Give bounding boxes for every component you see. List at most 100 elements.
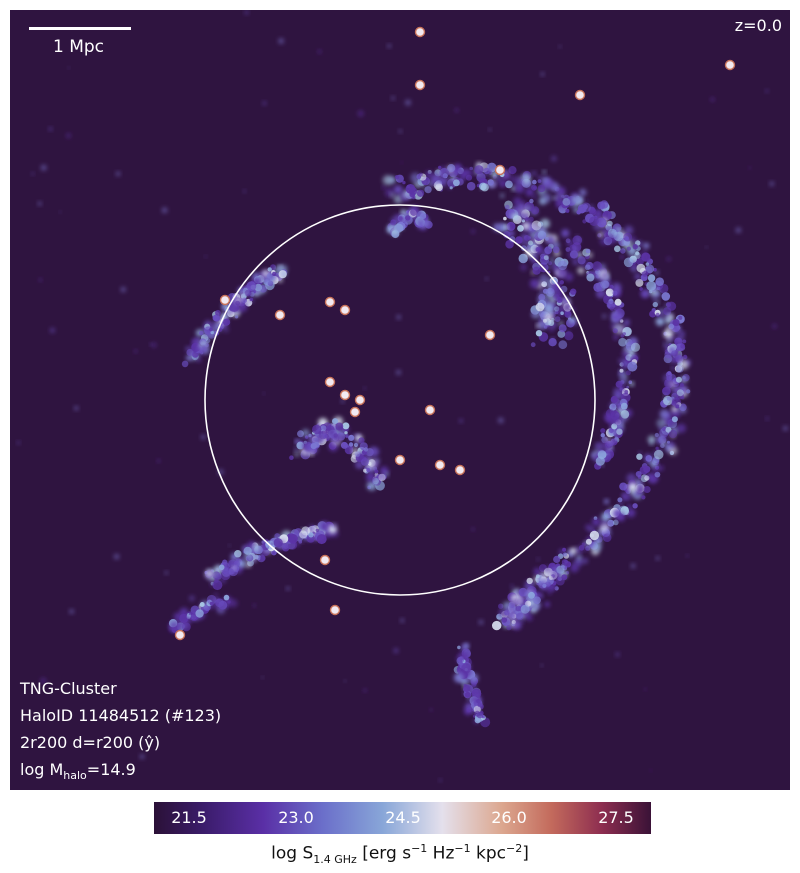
emission-blob <box>521 233 527 239</box>
emission-blob <box>227 600 231 604</box>
emission-blob <box>639 287 643 291</box>
emission-blob <box>224 562 228 566</box>
emission-blob <box>394 223 404 233</box>
emission-blob <box>647 274 656 282</box>
emission-blob <box>541 176 549 184</box>
emission-blob <box>602 210 612 221</box>
emission-blob <box>344 431 348 435</box>
emission-blob <box>315 528 319 533</box>
emission-blob <box>224 567 229 571</box>
emission-map <box>16 10 789 782</box>
emission-blob <box>501 617 508 623</box>
emission-blob <box>333 434 342 443</box>
emission-blob <box>620 248 626 254</box>
emission-blob <box>551 569 556 574</box>
emission-blob <box>67 66 70 69</box>
emission-blob <box>205 569 214 578</box>
emission-blob <box>382 175 393 186</box>
emission-blob <box>308 433 312 438</box>
emission-blob <box>526 591 534 600</box>
emission-blob <box>675 376 682 383</box>
emission-blob <box>354 440 361 447</box>
point-source <box>484 329 496 341</box>
emission-blob <box>260 546 265 552</box>
emission-blob <box>526 577 533 585</box>
emission-blob <box>40 677 47 684</box>
point-source <box>414 79 426 91</box>
emission-blob <box>615 652 620 657</box>
emission-blob <box>244 289 252 297</box>
emission-blob <box>625 370 631 376</box>
emission-blob <box>710 97 715 102</box>
emission-blob <box>508 166 517 175</box>
emission-blob <box>363 688 367 693</box>
emission-blob <box>469 673 479 683</box>
emission-blob <box>499 608 505 614</box>
emission-blob <box>471 527 475 531</box>
emission-blob <box>522 174 529 180</box>
emission-blob <box>348 442 354 447</box>
emission-blob <box>549 257 555 263</box>
emission-blob <box>668 446 678 456</box>
emission-blob <box>264 276 274 286</box>
r200-circle <box>204 204 596 596</box>
emission-blob <box>547 180 556 189</box>
emission-blob <box>654 471 661 478</box>
emission-blob <box>600 433 605 438</box>
emission-blob <box>659 409 669 419</box>
emission-blob <box>593 208 604 219</box>
emission-blob <box>611 423 618 430</box>
emission-blob <box>632 244 638 250</box>
emission-blob <box>238 303 248 312</box>
halo-mass: log Mhalo=14.9 <box>20 760 136 783</box>
emission-blob <box>345 433 349 438</box>
emission-blob <box>544 565 550 571</box>
emission-blob <box>676 423 687 433</box>
emission-blob <box>483 167 490 175</box>
emission-blob <box>544 601 550 607</box>
emission-blob <box>620 255 624 259</box>
emission-blob <box>74 405 79 411</box>
emission-blob <box>551 584 557 591</box>
emission-blob <box>530 256 538 264</box>
emission-blob <box>572 259 579 265</box>
emission-blob <box>558 340 568 350</box>
emission-blob <box>538 310 546 317</box>
emission-blob <box>571 195 580 204</box>
emission-blob <box>228 568 235 575</box>
emission-blob <box>623 319 630 326</box>
emission-blob <box>565 238 571 244</box>
emission-blob <box>615 227 620 232</box>
emission-blob <box>679 383 684 388</box>
emission-blob <box>245 562 251 568</box>
emission-blob <box>578 252 582 257</box>
emission-blob <box>606 530 612 536</box>
emission-blob <box>513 598 521 605</box>
emission-blob <box>624 225 634 235</box>
emission-blob <box>622 332 626 336</box>
emission-blob <box>627 350 635 357</box>
emission-blob <box>668 323 675 330</box>
emission-blob <box>655 317 665 326</box>
emission-blob <box>151 342 157 348</box>
emission-blob <box>535 302 545 312</box>
emission-blob <box>597 201 606 210</box>
emission-blob <box>185 355 193 362</box>
emission-blob <box>210 330 214 335</box>
emission-blob <box>339 430 345 436</box>
emission-blob <box>647 435 656 444</box>
emission-blob <box>602 314 607 319</box>
emission-blob <box>232 566 236 570</box>
emission-blob <box>488 181 495 188</box>
emission-blob <box>295 439 299 443</box>
emission-blob <box>628 504 632 509</box>
emission-blob <box>532 266 541 275</box>
emission-blob <box>551 310 555 314</box>
emission-blob <box>686 554 689 558</box>
emission-blob <box>624 390 629 394</box>
point-source <box>349 406 361 418</box>
colorbar-tick: 23.0 <box>278 808 314 827</box>
emission-blob <box>636 453 643 460</box>
emission-blob <box>530 342 536 348</box>
emission-blob <box>610 395 618 404</box>
